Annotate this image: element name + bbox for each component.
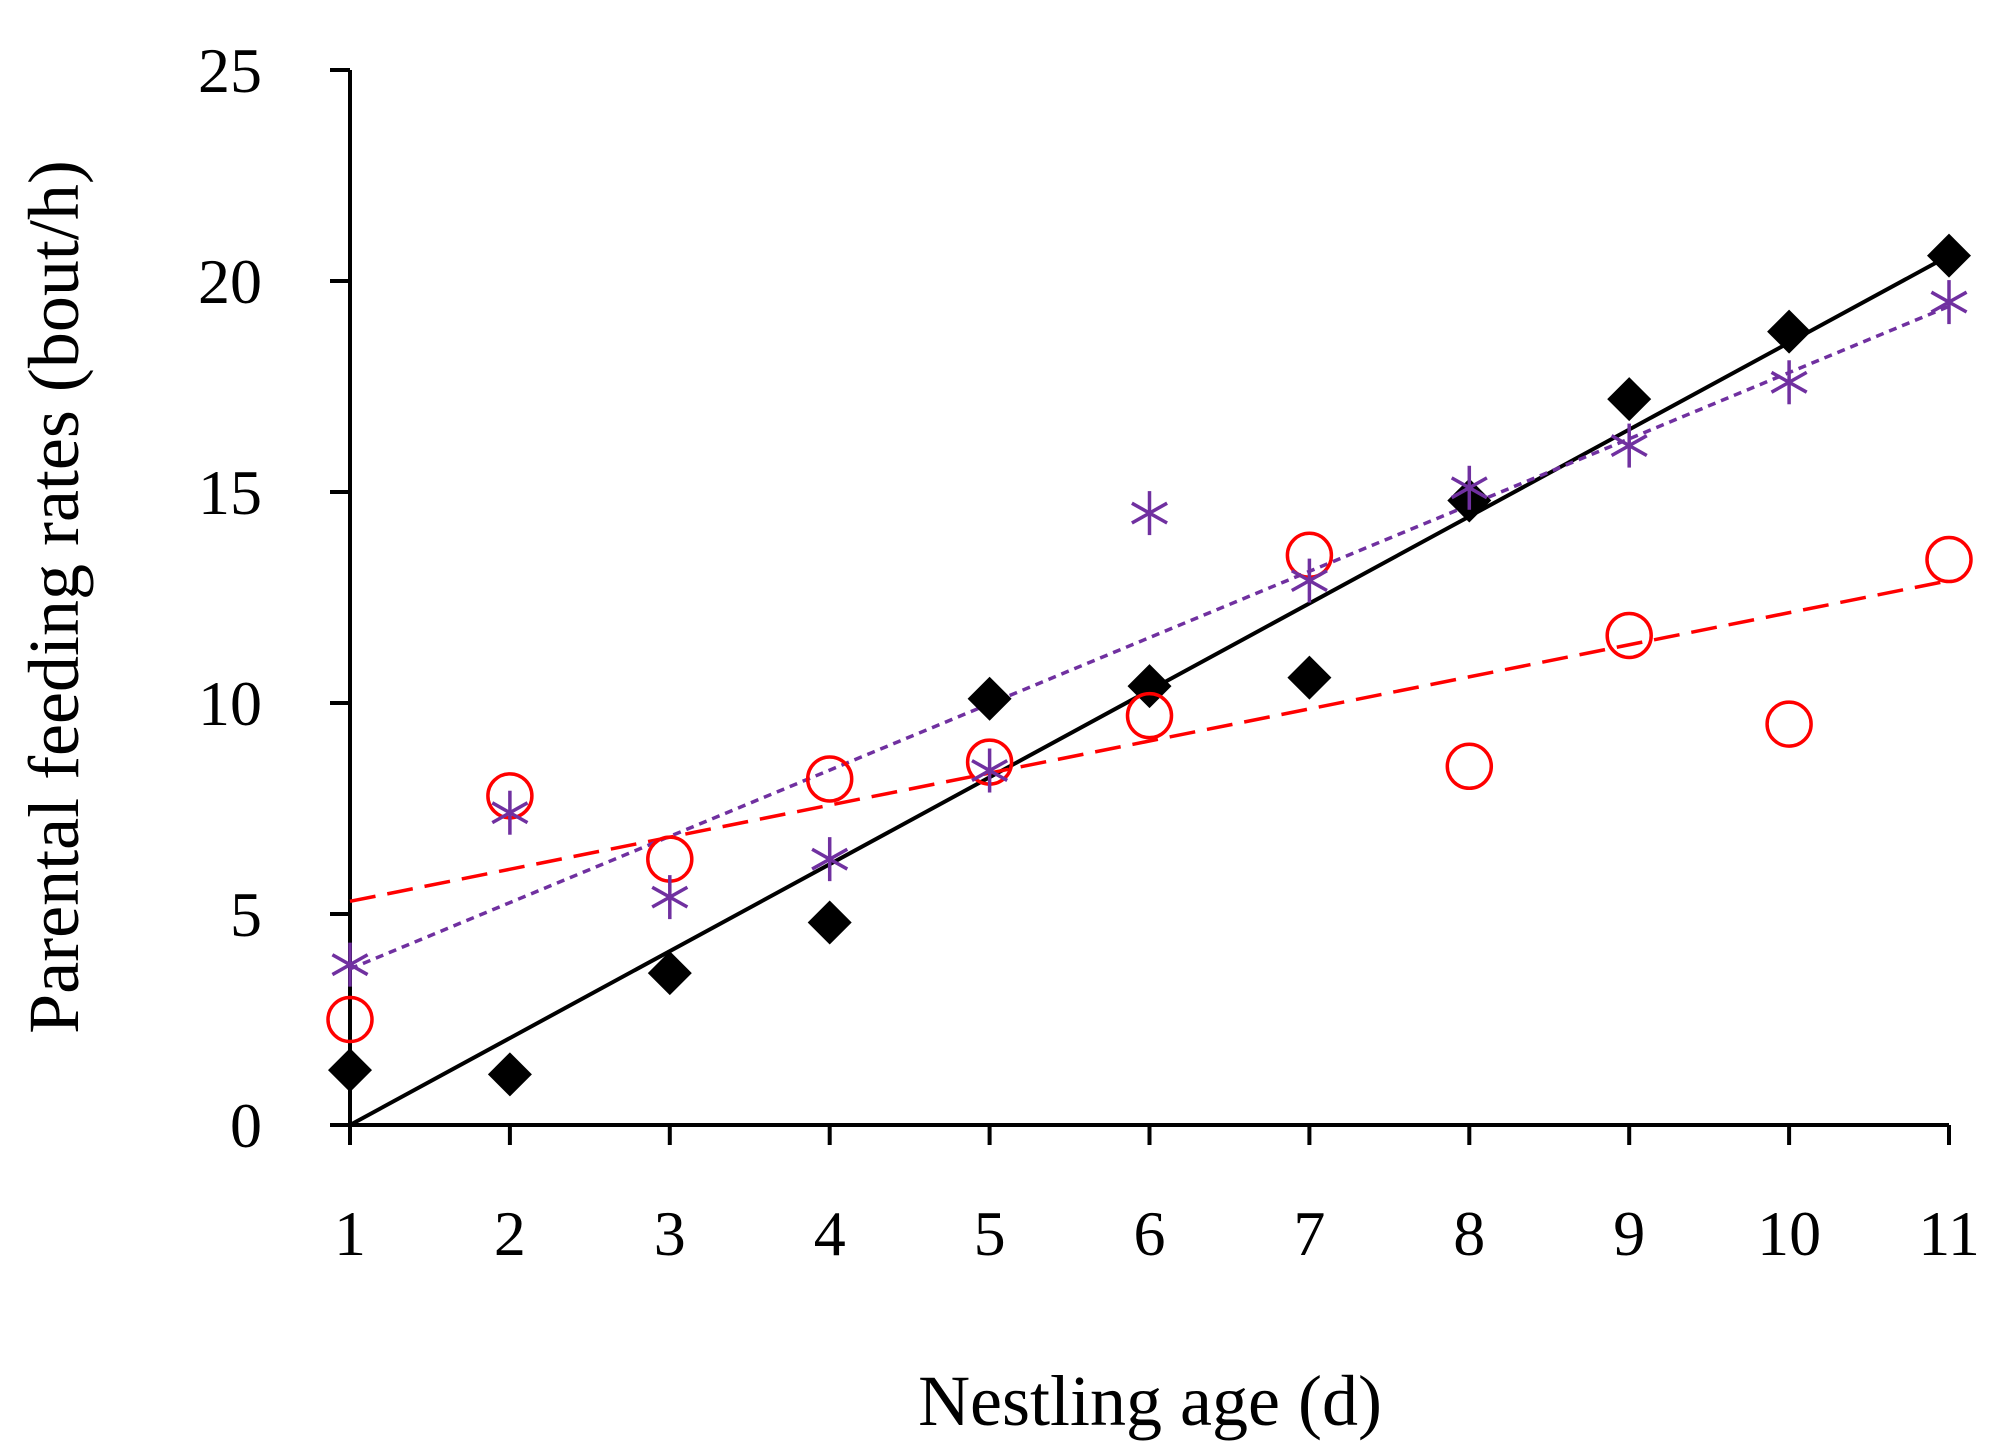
x-tick-label: 9	[1613, 1198, 1645, 1269]
y-tick-label: 20	[198, 246, 262, 317]
series-red-point	[1125, 691, 1174, 740]
x-tick-label: 10	[1757, 1198, 1821, 1269]
x-tick-label: 4	[814, 1198, 846, 1269]
series-black-point	[1927, 233, 1971, 278]
series-purple-point	[1770, 360, 1808, 405]
x-tick-label: 3	[654, 1198, 686, 1269]
x-tick-label: 6	[1134, 1198, 1166, 1269]
x-tick-label: 8	[1453, 1198, 1485, 1269]
series-black-point	[647, 951, 692, 996]
axes	[348, 70, 1949, 1127]
y-axis-title: Parental feeding rates (bout/h)	[14, 160, 94, 1034]
series-black-point	[967, 676, 1012, 721]
series-black-point	[487, 1052, 532, 1097]
x-tick-label: 5	[974, 1198, 1006, 1269]
y-tick-label: 15	[198, 457, 262, 528]
y-tick-label: 25	[198, 35, 262, 106]
series-purple-point	[971, 748, 1009, 793]
series-purple-point	[1131, 491, 1168, 536]
series-black-point	[328, 1048, 372, 1093]
x-axis-title: Nestling age (d)	[918, 1361, 1382, 1441]
series-red-point	[805, 755, 854, 803]
series-red-point	[1925, 535, 1973, 584]
series-red-point	[1605, 611, 1653, 660]
series-red-point	[326, 995, 374, 1044]
series-red-point	[1445, 742, 1494, 791]
series-purple-point	[491, 790, 529, 835]
x-tick-label: 2	[494, 1198, 526, 1269]
series-red-point	[646, 835, 694, 883]
series-black-point	[1287, 655, 1332, 700]
x-tick-label: 11	[1918, 1198, 1980, 1269]
series-purple-trendline	[349, 304, 1950, 971]
series-black-point	[1767, 309, 1812, 354]
series-red-trendline	[349, 578, 1950, 904]
series-purple-point	[811, 837, 849, 882]
y-tick-label: 0	[230, 1090, 262, 1161]
x-tick-label: 7	[1293, 1198, 1325, 1269]
x-ticks: 1 2 3 4 5 6 7 8 9 10 11	[334, 1125, 1980, 1269]
series-purple-point	[651, 875, 689, 920]
series-black-point	[807, 900, 852, 945]
series-purple-point	[331, 942, 369, 987]
series-red-point	[1765, 700, 1813, 748]
points	[326, 233, 1973, 1097]
series-purple-point	[1290, 558, 1328, 603]
y-ticks: 0 5 10 15 20 25	[198, 35, 350, 1161]
y-tick-label: 10	[198, 668, 262, 739]
series-purple-point	[1610, 423, 1648, 468]
y-tick-label: 5	[230, 879, 262, 950]
series-purple-point	[1450, 465, 1488, 510]
series-purple-point	[1930, 280, 1968, 325]
series-black-point	[1607, 377, 1652, 422]
x-tick-label: 1	[334, 1198, 366, 1269]
